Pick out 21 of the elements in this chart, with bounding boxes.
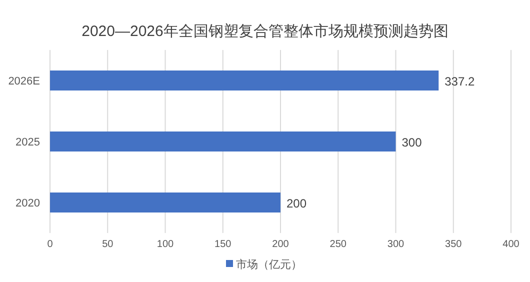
bar	[50, 132, 396, 152]
x-tick-label: 100	[156, 239, 174, 250]
y-tick-label: 2020	[16, 198, 40, 210]
data-label: 337.2	[444, 74, 475, 88]
x-tick-label: 200	[272, 239, 290, 250]
y-tick-label: 2025	[16, 136, 40, 148]
data-label: 200	[286, 196, 307, 210]
x-tick-label: 300	[387, 239, 405, 250]
x-tick-label: 400	[502, 239, 520, 250]
title: 2020—2026年全国钢塑复合管整体市场规模预测趋势图	[82, 23, 448, 40]
bar	[50, 192, 280, 212]
x-tick-label: 0	[47, 239, 54, 250]
bar	[50, 70, 439, 90]
y-tick-label: 2026E	[8, 76, 40, 88]
x-tick-label: 50	[102, 239, 114, 250]
x-tick-label: 150	[214, 239, 232, 250]
legend-label: 市场（亿元）	[236, 258, 302, 271]
x-tick-label: 350	[445, 239, 462, 250]
legend: 市场（亿元）	[226, 259, 302, 271]
data-label: 300	[402, 136, 422, 150]
x-tick-label: 250	[330, 239, 347, 250]
